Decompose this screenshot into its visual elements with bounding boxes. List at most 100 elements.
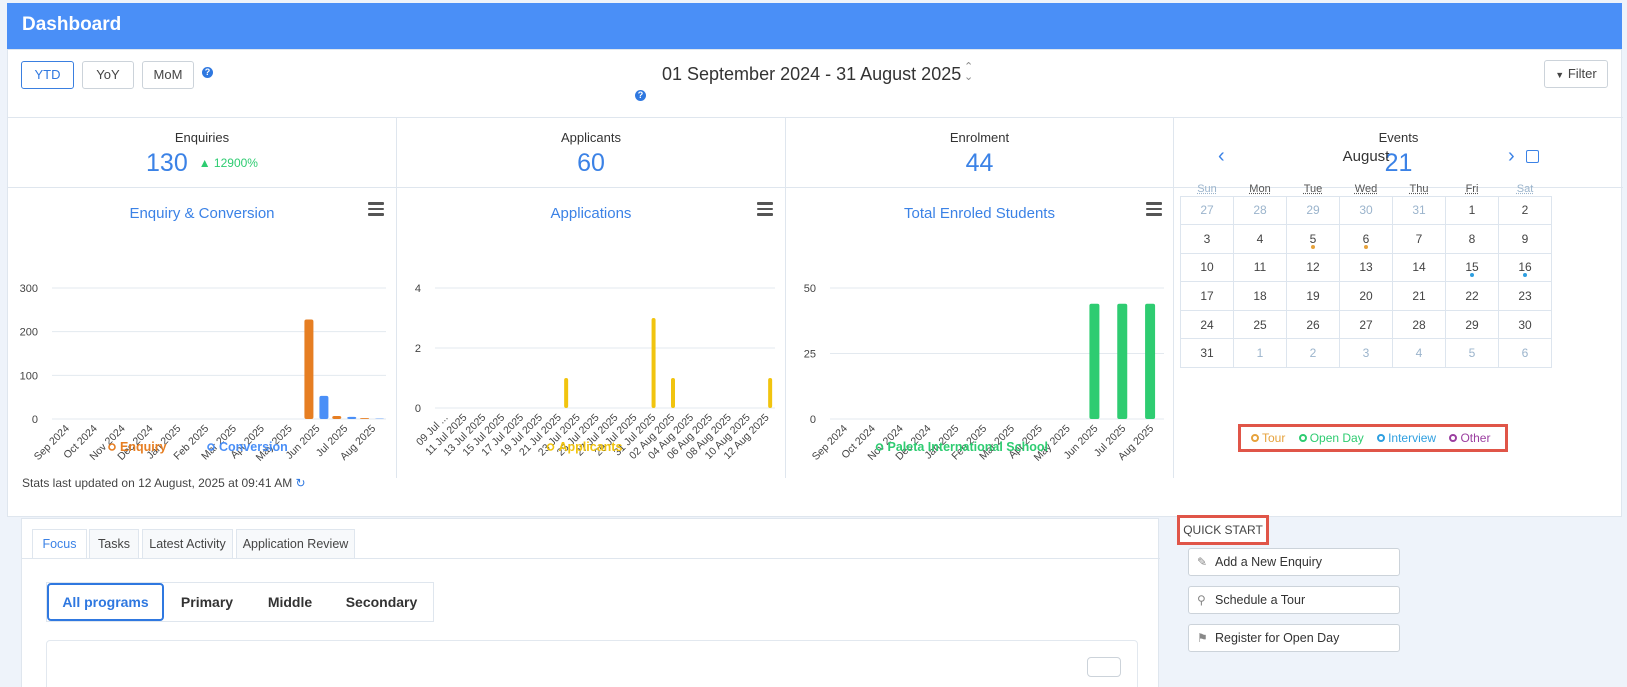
period-help-icon[interactable]: ? bbox=[202, 67, 213, 78]
calendar-day[interactable]: 31 bbox=[1393, 196, 1446, 225]
tab-tasks[interactable]: Tasks bbox=[89, 529, 139, 558]
calendar-day[interactable]: 21 bbox=[1393, 282, 1446, 311]
calendar-next-icon[interactable]: › bbox=[1508, 145, 1515, 168]
calendar-day[interactable]: 30 bbox=[1499, 310, 1552, 339]
calendar-day[interactable]: 4 bbox=[1234, 225, 1287, 254]
period-ytd-button[interactable]: YTD bbox=[21, 61, 74, 89]
calendar-day[interactable]: 5 bbox=[1446, 339, 1499, 368]
calendar-day[interactable]: 12 bbox=[1287, 253, 1340, 282]
y-tick-label: 2 bbox=[415, 343, 421, 355]
calendar-today-icon[interactable] bbox=[1526, 150, 1539, 163]
add-enquiry-button[interactable]: ✎ Add a New Enquiry bbox=[1188, 548, 1400, 576]
calendar-day[interactable]: 16 bbox=[1499, 253, 1552, 282]
calendar-day[interactable]: 20 bbox=[1340, 282, 1393, 311]
y-tick-label: 300 bbox=[20, 283, 38, 295]
calendar-day[interactable]: 6 bbox=[1340, 225, 1393, 254]
calendar-day[interactable]: 1 bbox=[1234, 339, 1287, 368]
calendar-day[interactable]: 7 bbox=[1393, 225, 1446, 254]
period-mom-button[interactable]: MoM bbox=[142, 61, 194, 89]
legend-label[interactable]: Paleta International School bbox=[888, 440, 1048, 454]
calendar-day[interactable]: 26 bbox=[1287, 310, 1340, 339]
calendar-day[interactable]: 5 bbox=[1287, 225, 1340, 254]
bar[interactable] bbox=[652, 318, 656, 408]
date-range-help-icon[interactable]: ? bbox=[635, 90, 646, 101]
register-open-day-button[interactable]: ⚑ Register for Open Day bbox=[1188, 624, 1400, 652]
kpi-number: 60 bbox=[397, 149, 785, 178]
calendar-day[interactable]: 29 bbox=[1446, 310, 1499, 339]
calendar-day[interactable]: 18 bbox=[1234, 282, 1287, 311]
calendar-day[interactable]: 4 bbox=[1393, 339, 1446, 368]
bar[interactable] bbox=[768, 378, 772, 408]
calendar-day[interactable]: 11 bbox=[1234, 253, 1287, 282]
bar[interactable] bbox=[332, 416, 341, 419]
refresh-icon[interactable]: ↻ bbox=[296, 476, 306, 490]
calendar-day[interactable]: 2 bbox=[1287, 339, 1340, 368]
bar[interactable] bbox=[564, 378, 568, 408]
tab-focus[interactable]: Focus bbox=[32, 529, 87, 558]
kpi-label: Enrolment bbox=[786, 130, 1173, 145]
calendar-day[interactable]: 1 bbox=[1446, 196, 1499, 225]
enroled-students-chart: Total Enroled Students 0 25 50 Sep 2024 Oct … bbox=[786, 188, 1174, 478]
card-action-button[interactable] bbox=[1087, 657, 1121, 677]
calendar-day[interactable]: 28 bbox=[1393, 310, 1446, 339]
legend-open-day: Open Day bbox=[1299, 431, 1364, 445]
calendar-day[interactable]: 8 bbox=[1446, 225, 1499, 254]
calendar-day[interactable]: 3 bbox=[1181, 225, 1234, 254]
bar[interactable] bbox=[1117, 304, 1127, 419]
calendar-day[interactable]: 24 bbox=[1181, 310, 1234, 339]
calendar-day[interactable]: 27 bbox=[1181, 196, 1234, 225]
dashboard-header: Dashboard bbox=[7, 3, 1622, 49]
kpi-applicants[interactable]: Applicants 60 bbox=[397, 118, 786, 189]
calendar-day[interactable]: 30 bbox=[1340, 196, 1393, 225]
date-range-label[interactable]: 01 September 2024 - 31 August 2025 bbox=[662, 64, 961, 85]
calendar-grid: Sun Mon Tue Wed Thu Fri Sat 27 28 29 30 31 1 2 3 4 5 6 7 8… bbox=[1180, 182, 1552, 368]
bar[interactable] bbox=[347, 417, 356, 419]
calendar-day[interactable]: 25 bbox=[1234, 310, 1287, 339]
calendar-day[interactable]: 22 bbox=[1446, 282, 1499, 311]
filter-button[interactable]: ▼ Filter bbox=[1544, 60, 1608, 88]
calendar-day[interactable]: 17 bbox=[1181, 282, 1234, 311]
focus-panel: Focus Tasks Latest Activity Application … bbox=[21, 518, 1159, 687]
bar[interactable] bbox=[319, 396, 328, 419]
program-secondary[interactable]: Secondary bbox=[330, 583, 433, 621]
calendar-day[interactable]: 2 bbox=[1499, 196, 1552, 225]
legend-label[interactable]: Enquiry bbox=[120, 440, 167, 454]
calendar-day[interactable]: 14 bbox=[1393, 253, 1446, 282]
bar[interactable] bbox=[360, 418, 369, 419]
y-tick-label: 50 bbox=[804, 283, 816, 295]
calendar-day[interactable]: 31 bbox=[1181, 339, 1234, 368]
calendar-day[interactable]: 28 bbox=[1234, 196, 1287, 225]
tab-latest-activity[interactable]: Latest Activity bbox=[142, 529, 233, 558]
calendar-day[interactable]: 23 bbox=[1499, 282, 1552, 311]
calendar-day[interactable]: 10 bbox=[1181, 253, 1234, 282]
legend-other: Other bbox=[1449, 431, 1490, 445]
calendar-day[interactable]: 9 bbox=[1499, 225, 1552, 254]
calendar-day[interactable]: 13 bbox=[1340, 253, 1393, 282]
program-primary[interactable]: Primary bbox=[164, 583, 250, 621]
event-dot bbox=[1364, 245, 1368, 249]
bar[interactable] bbox=[1145, 304, 1155, 419]
program-middle[interactable]: Middle bbox=[250, 583, 330, 621]
legend-label[interactable]: Conversion bbox=[219, 440, 288, 454]
calendar-day[interactable]: 6 bbox=[1499, 339, 1552, 368]
calendar-day[interactable]: 3 bbox=[1340, 339, 1393, 368]
event-dot bbox=[1523, 273, 1527, 277]
date-range-toggle-icon[interactable]: ⌃ ⌄ bbox=[964, 62, 973, 82]
bar[interactable] bbox=[1089, 304, 1099, 419]
calendar-day[interactable]: 27 bbox=[1340, 310, 1393, 339]
calendar-day[interactable]: 29 bbox=[1287, 196, 1340, 225]
tab-application-review[interactable]: Application Review bbox=[236, 529, 355, 558]
weekday-label: Wed bbox=[1340, 182, 1393, 196]
program-all[interactable]: All programs bbox=[47, 583, 164, 621]
event-dot bbox=[1311, 245, 1315, 249]
bar[interactable] bbox=[671, 378, 675, 408]
schedule-tour-button[interactable]: ⚲ Schedule a Tour bbox=[1188, 586, 1400, 614]
calendar-day[interactable]: 15 bbox=[1446, 253, 1499, 282]
bar[interactable] bbox=[304, 319, 313, 419]
legend-label[interactable]: Applicants bbox=[559, 440, 623, 454]
period-yoy-button[interactable]: YoY bbox=[82, 61, 134, 89]
kpi-enrolment[interactable]: Enrolment 44 bbox=[786, 118, 1174, 189]
kpi-enquiries[interactable]: Enquiries 130 ▲ 12900% bbox=[8, 118, 397, 189]
button-label: Register for Open Day bbox=[1215, 631, 1339, 645]
calendar-day[interactable]: 19 bbox=[1287, 282, 1340, 311]
